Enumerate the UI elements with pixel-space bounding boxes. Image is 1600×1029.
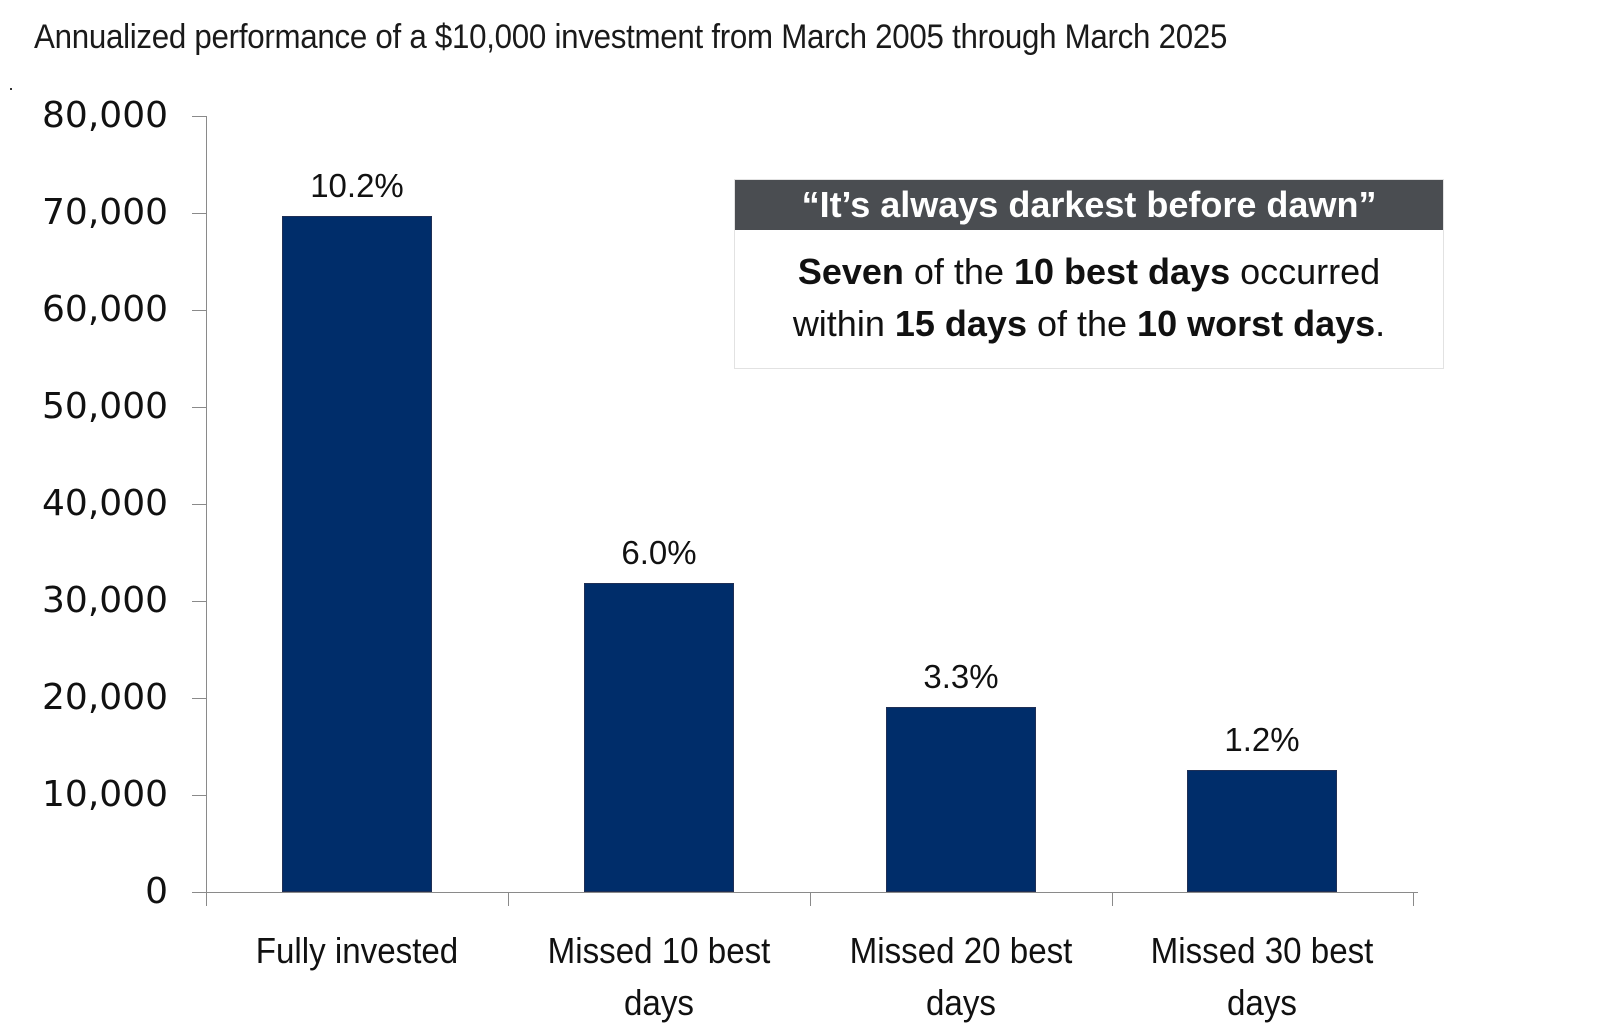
category-label: Fully invested [219, 925, 495, 977]
bar-value-label: 3.3% [923, 658, 999, 695]
y-tick [192, 504, 206, 505]
y-tick-label: 0 [145, 871, 168, 912]
category-label: Missed 30 best days [1124, 925, 1400, 1029]
callout-body: Seven of the 10 best days occurred withi… [735, 230, 1443, 350]
x-tick [810, 892, 811, 906]
y-tick [192, 795, 206, 796]
category-label: Missed 10 best days [521, 925, 797, 1029]
y-tick-label: 30,000 [42, 580, 168, 621]
y-tick [192, 116, 206, 117]
y-tick [192, 310, 206, 311]
bar-missed-30-best-days [1187, 770, 1337, 892]
y-tick-label: 80,000 [42, 95, 168, 136]
x-tick [508, 892, 509, 906]
x-tick [206, 892, 207, 906]
callout-line-2: within 15 days of the 10 worst days. [735, 298, 1443, 350]
category-label-line: days [1227, 982, 1297, 1023]
callout-bold: 10 worst days [1137, 303, 1376, 344]
bar-missed-10-best-days [584, 583, 734, 892]
y-tick-label: 40,000 [42, 483, 168, 524]
callout-box: “It’s always darkest before dawn” Seven … [734, 179, 1444, 369]
category-label-line: days [624, 982, 694, 1023]
callout-bold: 10 best days [1013, 251, 1231, 292]
x-tick [1112, 892, 1113, 906]
callout-text: within [792, 303, 895, 344]
y-tick-label: 60,000 [42, 289, 168, 330]
callout-text: of the [1026, 303, 1138, 344]
category-label-line: Missed 30 best [1150, 930, 1374, 971]
callout-bold: Seven [797, 251, 904, 292]
category-label-line: Fully invested [255, 930, 459, 971]
y-tick [192, 601, 206, 602]
bar-value-label: 10.2% [310, 167, 404, 204]
chart-title: Annualized performance of a $10,000 inve… [34, 18, 1228, 56]
callout-text: occurred [1230, 251, 1381, 292]
y-tick-label: 10,000 [42, 774, 168, 815]
bar-fully-invested [282, 216, 432, 892]
y-tick-label: 50,000 [42, 386, 168, 427]
x-axis-line [192, 892, 1418, 893]
callout-bold: 15 days [894, 303, 1027, 344]
y-tick [192, 407, 206, 408]
y-tick [192, 213, 206, 214]
bar-missed-20-best-days [886, 707, 1036, 892]
category-label-line: Missed 10 best [547, 930, 771, 971]
callout-text: of the [903, 251, 1014, 292]
stray-dot [10, 88, 12, 90]
x-tick [1413, 892, 1414, 906]
y-tick-label: 70,000 [42, 192, 168, 233]
callout-heading: “It’s always darkest before dawn” [735, 180, 1443, 230]
callout-text: . [1375, 303, 1386, 344]
category-label: Missed 20 best days [823, 925, 1099, 1029]
callout-line-1: Seven of the 10 best days occurred [735, 246, 1443, 298]
bar-value-label: 1.2% [1224, 721, 1300, 758]
bar-value-label: 6.0% [621, 534, 697, 571]
y-tick [192, 698, 206, 699]
category-label-line: days [926, 982, 996, 1023]
y-axis-line [206, 116, 207, 892]
y-tick-label: 20,000 [42, 677, 168, 718]
category-label-line: Missed 20 best [849, 930, 1073, 971]
